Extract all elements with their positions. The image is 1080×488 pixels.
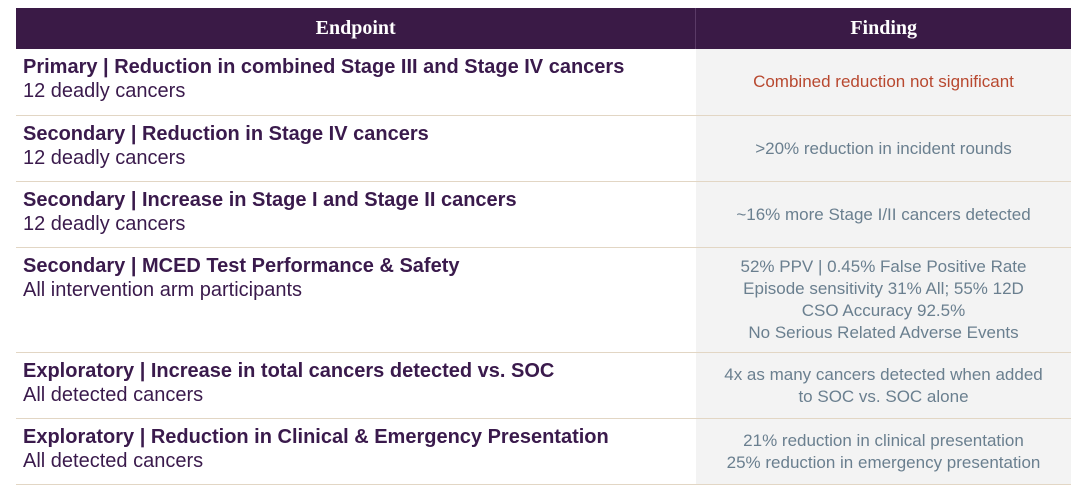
finding-cell: ~16% more Stage I/II cancers detected (696, 182, 1071, 247)
endpoint-cell: Secondary | Increase in Stage I and Stag… (16, 182, 696, 247)
endpoint-cell: Secondary | MCED Test Performance & Safe… (16, 248, 696, 352)
finding-line: CSO Accuracy 92.5% (801, 301, 966, 320)
endpoint-cell: Primary | Reduction in combined Stage II… (16, 49, 696, 115)
finding-cell: 4x as many cancers detected when added t… (696, 353, 1071, 418)
endpoint-title: Secondary | Increase in Stage I and Stag… (23, 189, 517, 211)
finding-line: No Serious Related Adverse Events (748, 323, 1019, 342)
table-row: Secondary | Reduction in Stage IV cancer… (16, 116, 1071, 182)
endpoint-title: Exploratory | Increase in total cancers … (23, 360, 555, 382)
finding-line: Episode sensitivity 31% All; 55% 12D (743, 279, 1024, 298)
endpoint-title: Primary | Reduction in combined Stage II… (23, 56, 625, 78)
finding-cell: >20% reduction in incident rounds (696, 116, 1071, 181)
endpoint-subtitle: 12 deadly cancers (23, 80, 186, 102)
header-finding: Finding (695, 8, 1071, 49)
endpoint-subtitle: All detected cancers (23, 384, 204, 406)
table-header: Endpoint Finding (16, 8, 1071, 49)
finding-cell: 52% PPV | 0.45% False Positive Rate Epis… (696, 248, 1071, 352)
table-row: Secondary | Increase in Stage I and Stag… (16, 182, 1071, 248)
finding-cell: Combined reduction not significant (696, 49, 1071, 115)
finding-line: 21% reduction in clinical presentation (743, 430, 1024, 450)
endpoints-table: Endpoint Finding Primary | Reduction in … (16, 8, 1071, 485)
endpoint-title: Secondary | MCED Test Performance & Safe… (23, 255, 460, 277)
endpoint-cell: Exploratory | Increase in total cancers … (16, 353, 696, 418)
endpoint-title: Secondary | Reduction in Stage IV cancer… (23, 123, 429, 145)
endpoint-subtitle: All detected cancers (23, 450, 204, 472)
endpoint-cell: Secondary | Reduction in Stage IV cancer… (16, 116, 696, 181)
finding-line: ~16% more Stage I/II cancers detected (736, 204, 1031, 224)
table-row: Primary | Reduction in combined Stage II… (16, 49, 1071, 116)
endpoint-title: Exploratory | Reduction in Clinical & Em… (23, 426, 609, 448)
finding-line: 4x as many cancers detected when added (724, 364, 1043, 384)
finding-line: >20% reduction in incident rounds (755, 138, 1012, 158)
endpoint-cell: Exploratory | Reduction in Clinical & Em… (16, 419, 696, 484)
endpoint-subtitle: 12 deadly cancers (23, 147, 186, 169)
finding-line: 25% reduction in emergency presentation (726, 452, 1041, 472)
finding-cell: 21% reduction in clinical presentation 2… (696, 419, 1071, 484)
endpoint-subtitle: All intervention arm participants (23, 279, 303, 301)
table-row: Exploratory | Increase in total cancers … (16, 353, 1071, 419)
finding-line: Combined reduction not significant (753, 72, 1014, 91)
finding-line: to SOC vs. SOC alone (798, 386, 969, 406)
table-row: Exploratory | Reduction in Clinical & Em… (16, 419, 1071, 485)
table-row: Secondary | MCED Test Performance & Safe… (16, 248, 1071, 353)
finding-line: 52% PPV | 0.45% False Positive Rate (740, 257, 1027, 276)
endpoint-subtitle: 12 deadly cancers (23, 213, 186, 235)
header-endpoint: Endpoint (315, 17, 396, 39)
